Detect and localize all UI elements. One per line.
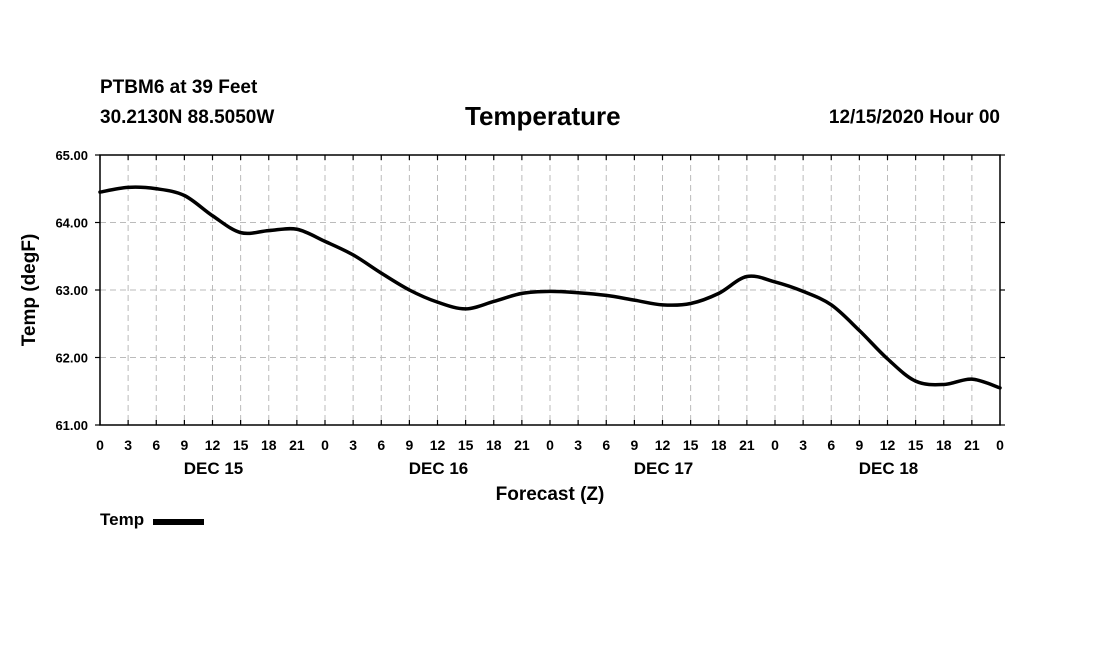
temp-data-point [267, 229, 271, 233]
x-axis-title: Forecast (Z) [496, 484, 605, 505]
x-tick-label: 12 [880, 437, 896, 453]
temp-data-point [689, 302, 693, 305]
temp-data-point [914, 379, 918, 383]
temp-data-point [436, 300, 439, 304]
x-tick-label: 18 [711, 437, 727, 453]
day-label: DEC 17 [634, 459, 694, 478]
temp-data-point [773, 280, 777, 284]
x-tick-label: 6 [602, 437, 610, 453]
day-label: DEC 18 [859, 459, 919, 478]
x-tick-label: 18 [486, 437, 502, 453]
temp-data-point [154, 187, 158, 191]
x-tick-label: 21 [739, 437, 755, 453]
x-tick-label: 3 [574, 437, 582, 453]
temp-data-point [661, 303, 664, 307]
day-label: DEC 16 [409, 459, 469, 478]
coordinates-label: 30.2130N 88.5050W [100, 107, 275, 128]
y-tick-label: 65.00 [55, 148, 88, 163]
temp-data-point [829, 303, 833, 307]
chart-title: Temperature [465, 101, 621, 131]
x-tick-label: 6 [827, 437, 835, 453]
x-tick-label: 18 [261, 437, 277, 453]
temp-data-point [492, 299, 496, 303]
x-tick-label: 6 [377, 437, 385, 453]
y-tick-labels: 61.00 62.00 63.00 64.00 65.00 [55, 148, 88, 433]
axis-ticks [95, 154, 1005, 426]
x-tick-labels: 0 3 6 9 12 15 18 21 0 3 6 9 12 15 18 21 0 3 6 9 12 15 18 21 0 3 6 9… [96, 437, 1004, 453]
legend-swatch [153, 519, 205, 525]
temp-data-point [323, 239, 327, 243]
temp-data-point [182, 194, 186, 197]
x-tick-label: 21 [289, 437, 305, 453]
issued-timestamp: 12/15/2020 Hour 00 [828, 107, 1000, 128]
temp-data-point [942, 383, 946, 386]
legend-label: Temp [100, 510, 145, 529]
x-tick-label: 15 [233, 437, 249, 453]
temp-data-point [604, 293, 608, 297]
y-tick-label: 62.00 [55, 351, 88, 366]
x-tick-label: 6 [152, 437, 160, 453]
temp-data-point [379, 271, 383, 275]
x-tick-label: 15 [908, 437, 924, 453]
temp-data-point [239, 231, 243, 235]
x-tick-label: 9 [855, 437, 863, 453]
x-tick-label: 9 [630, 437, 638, 453]
y-tick-label: 61.00 [55, 418, 88, 433]
x-tick-label: 0 [996, 437, 1004, 453]
x-tick-label: 18 [936, 437, 952, 453]
temp-series-points [98, 185, 1002, 390]
temp-data-point [576, 291, 580, 295]
y-axis-title: Temp (degF) [19, 234, 40, 347]
x-tick-label: 0 [96, 437, 104, 453]
x-tick-label: 12 [655, 437, 671, 453]
x-tick-label: 3 [799, 437, 807, 453]
temp-data-point [857, 329, 861, 332]
temp-data-point [970, 377, 974, 381]
x-tick-label: 0 [321, 437, 329, 453]
legend: Temp [100, 510, 205, 530]
temp-data-point [801, 289, 805, 293]
day-labels: DEC 15 DEC 16 DEC 17 DEC 18 [184, 459, 919, 478]
temp-data-point [98, 190, 102, 194]
x-tick-label: 9 [180, 437, 188, 453]
x-tick-label: 0 [771, 437, 779, 453]
x-tick-label: 3 [124, 437, 132, 453]
station-label: PTBM6 at 39 Feet [100, 77, 258, 98]
day-label: DEC 15 [184, 459, 244, 478]
x-tick-label: 21 [514, 437, 530, 453]
temp-data-point [717, 291, 721, 295]
temp-data-point [464, 307, 468, 311]
temp-data-point [295, 227, 299, 231]
x-tick-label: 15 [458, 437, 474, 453]
temp-data-point [886, 357, 889, 361]
y-tick-label: 64.00 [55, 216, 88, 231]
temp-data-point [211, 214, 214, 218]
x-tick-label: 15 [683, 437, 699, 453]
x-tick-label: 9 [405, 437, 413, 453]
x-tick-label: 3 [349, 437, 357, 453]
temp-data-point [351, 253, 355, 257]
temp-data-point [632, 298, 636, 302]
temp-data-point [126, 185, 130, 189]
x-tick-label: 21 [964, 437, 980, 453]
temp-data-point [548, 289, 552, 293]
x-tick-label: 12 [430, 437, 446, 453]
temp-data-point [998, 386, 1002, 390]
y-tick-label: 63.00 [55, 283, 88, 298]
grid-lines [100, 155, 1000, 425]
x-tick-label: 12 [205, 437, 221, 453]
temp-data-point [407, 288, 411, 292]
temp-data-point [520, 291, 524, 295]
temp-data-point [745, 275, 749, 278]
x-tick-label: 0 [546, 437, 554, 453]
